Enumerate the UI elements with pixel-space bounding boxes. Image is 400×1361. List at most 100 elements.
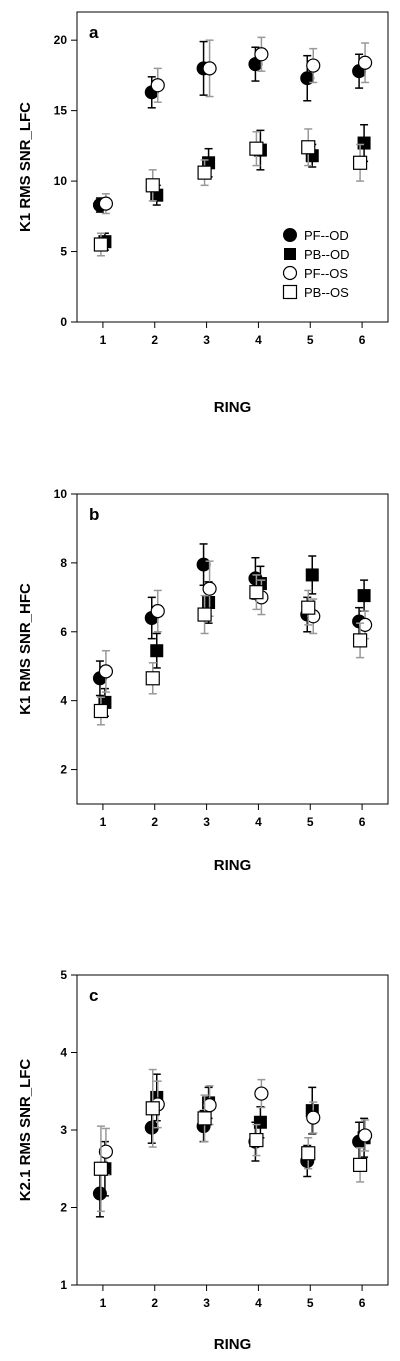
data-point: [202, 61, 217, 76]
series-PB--OS: [93, 574, 368, 726]
data-point: [254, 47, 269, 62]
data-point: [145, 1101, 160, 1116]
y-tick-label: 0: [60, 315, 67, 329]
x-tick-label: 4: [255, 333, 262, 347]
series-PF--OS: [98, 36, 373, 215]
x-tick-label: 4: [255, 1296, 262, 1310]
x-tick-label: 1: [100, 1296, 107, 1310]
data-point: [357, 1128, 373, 1143]
y-tick-label: 15: [54, 104, 68, 118]
series-PF--OD: [92, 1109, 367, 1218]
data-point: [202, 581, 217, 596]
y-tick-label: 10: [54, 174, 68, 188]
y-tick-label: 4: [60, 694, 67, 708]
data-point: [150, 604, 165, 619]
x-tick-label: 3: [203, 815, 210, 829]
y-tick-label: 4: [60, 1046, 67, 1060]
data-point: [357, 55, 373, 70]
data-point: [357, 617, 373, 632]
data-point: [352, 1157, 368, 1172]
y-tick-label: 2: [60, 1201, 67, 1215]
plot-frame: [76, 493, 389, 805]
y-axis-title: K1 RMS SNR_HFC: [17, 583, 34, 715]
data-point: [357, 589, 371, 603]
legend: PF--OD PB--OD PF--OS PB--OS: [282, 228, 350, 300]
chart-panel-c: 1 2 3 4 5 1 2 3 4 5 6 RING K2.1 RMS SNR_LFC c: [17, 968, 389, 1353]
legend-label: PB--OD: [304, 247, 350, 262]
data-point: [306, 1110, 321, 1125]
x-tick-label: 2: [151, 1296, 158, 1310]
series-PF--OS: [98, 1078, 373, 1176]
plot-frame: [76, 974, 389, 1286]
data-point: [352, 633, 368, 648]
x-tick-label: 3: [203, 333, 210, 347]
x-tick-label: 2: [151, 815, 158, 829]
series-PB--OD: [98, 555, 371, 717]
data-point: [357, 136, 371, 150]
x-tick-label: 2: [151, 333, 158, 347]
legend-label: PF--OD: [304, 228, 349, 243]
legend-marker: [283, 228, 297, 242]
panel-label: c: [89, 986, 98, 1005]
data-point: [145, 671, 160, 686]
data-point: [249, 1132, 264, 1148]
data-point: [301, 600, 316, 615]
data-point: [352, 155, 368, 170]
series-PF--OD: [92, 543, 367, 697]
data-point: [150, 78, 165, 93]
series-PB--OS: [93, 1068, 368, 1213]
data-point: [306, 58, 321, 73]
data-point: [93, 703, 109, 719]
data-point: [196, 557, 211, 572]
y-tick-label: 8: [60, 556, 67, 570]
data-point: [93, 237, 109, 252]
data-point: [145, 178, 160, 193]
legend-label: PB--OS: [304, 285, 349, 300]
data-point: [249, 141, 264, 156]
data-point: [98, 196, 114, 211]
x-tick-label: 6: [359, 333, 366, 347]
data-point: [301, 1146, 316, 1161]
y-tick-label: 6: [60, 625, 67, 639]
panel-label: a: [89, 23, 99, 42]
x-axis-title: RING: [214, 857, 252, 874]
data-point: [197, 1111, 212, 1126]
plot-frame: [76, 11, 389, 323]
data-point: [305, 568, 319, 582]
y-tick-label: 5: [60, 245, 67, 259]
series-PB--OS: [93, 128, 368, 257]
x-tick-label: 4: [255, 815, 262, 829]
x-tick-label: 1: [100, 333, 107, 347]
x-tick-label: 6: [359, 815, 366, 829]
panel-label: b: [89, 505, 99, 524]
series-PB--OD: [98, 1073, 371, 1197]
data-point: [92, 1186, 107, 1201]
data-point: [93, 1161, 109, 1176]
data-point: [150, 644, 164, 658]
series-PF--OS: [98, 560, 373, 693]
data-point: [254, 1086, 269, 1101]
series-PF--OD: [92, 40, 367, 213]
data-point: [197, 607, 212, 622]
legend-label: PF--OS: [304, 266, 348, 281]
data-point: [301, 140, 316, 155]
legend-marker: [284, 248, 296, 260]
data-point: [98, 1144, 114, 1159]
y-axis-title: K2.1 RMS SNR_LFC: [17, 1059, 34, 1202]
x-tick-label: 5: [307, 1296, 314, 1310]
data-point: [98, 664, 114, 679]
legend-marker: [282, 284, 298, 300]
y-tick-label: 1: [60, 1278, 67, 1292]
x-tick-label: 5: [307, 333, 314, 347]
x-tick-label: 5: [307, 815, 314, 829]
x-axis-title: RING: [214, 399, 252, 416]
y-tick-label: 2: [60, 763, 67, 777]
y-tick-label: 5: [60, 968, 67, 982]
data-point: [197, 165, 212, 180]
y-tick-label: 20: [54, 33, 68, 47]
legend-marker: [282, 265, 298, 281]
x-tick-label: 6: [359, 1296, 366, 1310]
x-tick-label: 1: [100, 815, 107, 829]
